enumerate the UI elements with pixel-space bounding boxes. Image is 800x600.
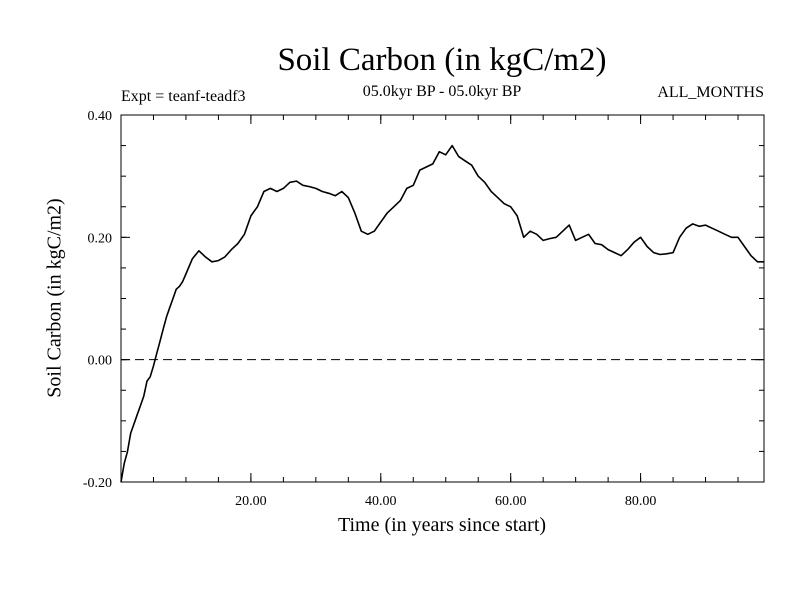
x-tick-label: 40.00 [365,494,397,509]
y-tick-label: 0.40 [88,109,113,124]
y-tick-label: -0.20 [83,476,112,491]
chart-subtitle: 05.0kyr BP - 05.0kyr BP [362,83,522,100]
soil-carbon-series-line [120,144,764,483]
x-tick-label: 60.00 [495,494,527,509]
months-label: ALL_MONTHS [657,84,764,101]
x-axis-label: Time (in years since start) [337,514,547,536]
y-tick-label: 0.20 [88,231,113,246]
plot-frame [120,114,765,483]
x-tick-label: 20.00 [235,494,267,509]
chart-title: Soil Carbon (in kgC/m2) [277,42,607,78]
y-tick-label: 0.00 [88,354,113,369]
experiment-label: Expt = teanf-teadf3 [121,88,246,105]
x-tick-label: 80.00 [625,494,657,509]
